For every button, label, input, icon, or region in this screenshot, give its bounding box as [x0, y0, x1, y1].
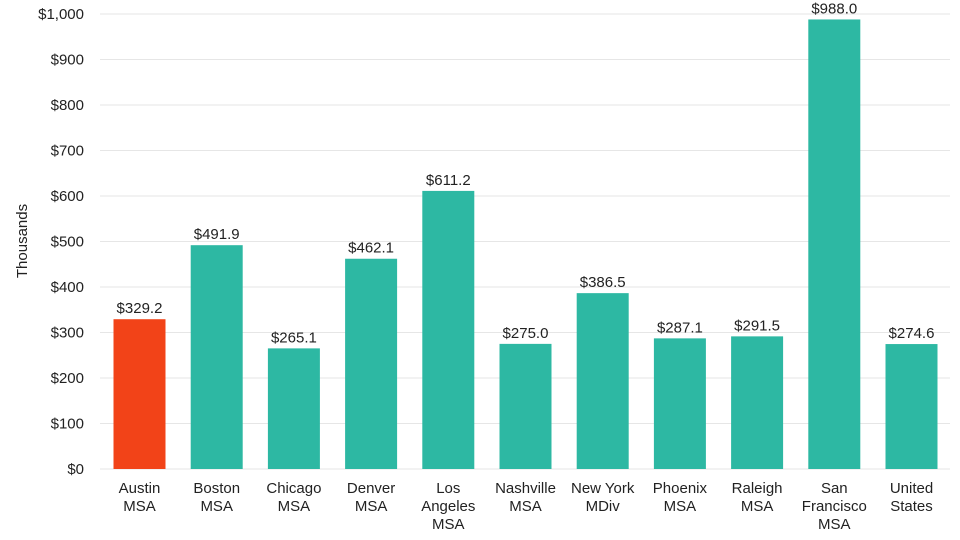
category-label-line: United [890, 480, 933, 497]
category-label-line: Angeles [421, 498, 475, 515]
bar [190, 245, 243, 469]
y-tick-label: $200 [51, 370, 84, 387]
y-tick-label: $900 [51, 52, 84, 69]
bars [113, 19, 938, 470]
category-label-line: San [821, 480, 848, 497]
category-label: Phoenix MSA [653, 480, 708, 515]
category-label: Denver MSA [347, 480, 395, 515]
bar [653, 338, 706, 469]
y-tick-label: $400 [51, 279, 84, 296]
y-tick-label: $0 [67, 461, 84, 478]
bar [345, 258, 398, 469]
category-label-line: MSA [664, 498, 697, 515]
category-label-line: MSA [741, 498, 774, 515]
data-labels: $329.2 $491.9 $265.1 $462.1 $611.2 $275.0 $386… [117, 0, 935, 346]
bar-value-label: $386.5 [580, 274, 626, 291]
category-label: Los Angeles MSA [421, 480, 475, 533]
category-label: Boston MSA [193, 480, 240, 515]
bar-value-label: $265.1 [271, 329, 317, 346]
bar [576, 293, 629, 469]
category-label-line: Los [436, 480, 460, 497]
category-label-line: Austin [119, 480, 161, 497]
y-tick-label: $1,000 [38, 6, 84, 23]
bar-value-label: $988.0 [811, 0, 857, 17]
category-label-line: MSA [200, 498, 233, 515]
category-label-line: Phoenix [653, 480, 708, 497]
category-label-line: Nashville [495, 480, 556, 497]
category-label-line: Chicago [266, 480, 321, 497]
category-label-line: New York [571, 480, 635, 497]
bar [499, 343, 552, 469]
y-tick-label: $700 [51, 143, 84, 160]
bar-value-label: $275.0 [503, 325, 549, 342]
category-label: San Francisco MSA [802, 480, 867, 533]
y-axis-ticks: $0 $100 $200 $300 $400 $500 $600 $700 $800 $900 $1… [38, 6, 84, 478]
category-label-line: Raleigh [732, 480, 783, 497]
y-tick-label: $800 [51, 97, 84, 114]
bar-value-label: $291.5 [734, 317, 780, 334]
category-label: Raleigh MSA [732, 480, 783, 515]
category-label-line: MSA [509, 498, 542, 515]
category-label: Nashville MSA [495, 480, 556, 515]
category-label-line: MSA [818, 516, 851, 533]
bar [422, 190, 475, 470]
bar-value-label: $491.9 [194, 226, 240, 243]
category-label-line: MSA [123, 498, 156, 515]
category-label-line: MDiv [586, 498, 621, 515]
bar-value-label: $611.2 [426, 172, 471, 189]
category-label-line: MSA [278, 498, 311, 515]
category-label-line: MSA [355, 498, 388, 515]
category-label: New York MDiv [571, 480, 635, 515]
bar-value-label: $274.6 [889, 325, 935, 342]
y-tick-label: $100 [51, 416, 84, 433]
y-tick-label: $300 [51, 325, 84, 342]
bar [808, 19, 861, 470]
bar-value-label: $287.1 [657, 319, 703, 336]
y-tick-label: $600 [51, 188, 84, 205]
y-tick-label: $500 [51, 234, 84, 251]
bar-value-label: $329.2 [117, 300, 163, 317]
category-label: United States [890, 480, 933, 515]
bar-value-label: $462.1 [348, 240, 394, 257]
category-label-line: Boston [193, 480, 240, 497]
category-label-line: Denver [347, 480, 395, 497]
bar [267, 348, 320, 469]
category-label: Chicago MSA [266, 480, 321, 515]
bar [731, 336, 784, 469]
bar [113, 319, 166, 469]
y-axis-title: Thousands [14, 204, 31, 278]
category-label: Austin MSA [119, 480, 161, 515]
bar [885, 344, 938, 469]
category-label-line: MSA [432, 516, 465, 533]
category-label-line: Francisco [802, 498, 867, 515]
category-label-line: States [890, 498, 933, 515]
